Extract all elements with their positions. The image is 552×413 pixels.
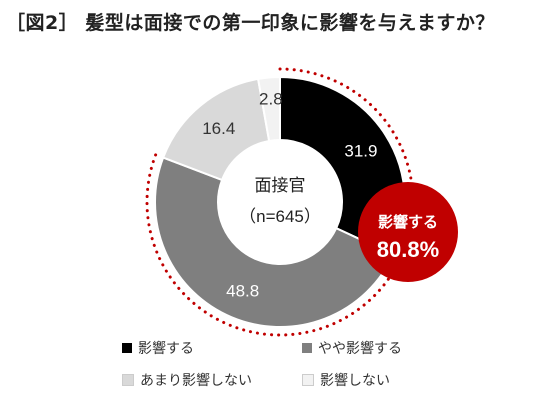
legend-label-influence: 影響する (138, 341, 194, 357)
legend-item-influence: 影響する (122, 338, 194, 358)
influence-dotted-arc (145, 67, 415, 337)
callout-label: 影響する (378, 213, 438, 231)
callout-value: 80.8% (377, 237, 439, 262)
legend-swatch-somewhat-influence (302, 343, 312, 353)
legend-swatch-little-influence (122, 374, 134, 386)
chart-title: ［図2］ 髪型は面接での第一印象に影響を与えますか？ (6, 12, 495, 34)
slice-value-label-little-influence: 16.4 (202, 119, 235, 138)
legend-label-somewhat-influence: やや影響する (318, 341, 402, 357)
slice-value-label-influence: 31.9 (344, 141, 377, 160)
legend-label-no-influence: 影響しない (320, 373, 390, 389)
legend-label-little-influence: あまり影響しない (140, 373, 252, 389)
donut-slice-no-influence (256, 75, 281, 143)
callout-badge (358, 182, 458, 282)
legend-swatch-influence (122, 343, 132, 353)
donut-slices (154, 75, 406, 328)
donut-slice-somewhat-influence (154, 156, 395, 328)
slice-value-label-no-influence: 2.8 (259, 89, 283, 108)
legend-swatch-no-influence (302, 374, 314, 386)
legend-item-little-influence: あまり影響しない (122, 370, 252, 390)
chart-legend: 影響する やや影響する あまり影響しない 影響しない (122, 338, 442, 408)
center-label-sample-size: （n=645） (239, 207, 321, 226)
legend-item-somewhat-influence: やや影響する (302, 338, 402, 358)
legend-item-no-influence: 影響しない (302, 370, 390, 390)
slice-value-label-somewhat-influence: 48.8 (226, 281, 259, 300)
center-label-respondent: 面接官 (255, 176, 306, 195)
slice-value-labels: 31.9 48.8 16.4 2.8 (202, 89, 377, 300)
